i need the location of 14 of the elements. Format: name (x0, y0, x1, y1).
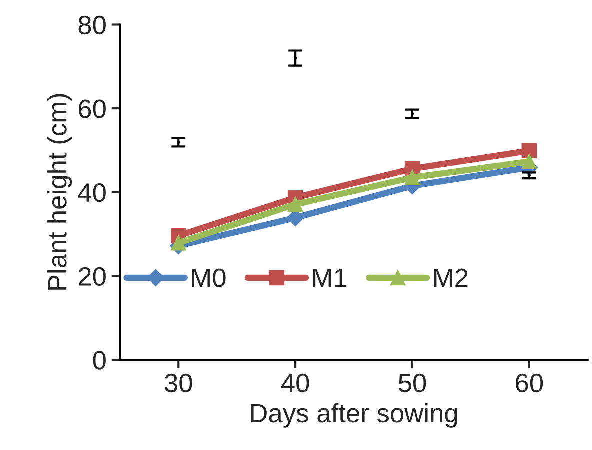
y-tick-label: 40 (78, 184, 106, 202)
y-tick-label: 60 (78, 100, 106, 118)
x-tick-label: 60 (516, 374, 544, 393)
x-axis-title: Days after sowing (251, 403, 458, 428)
legend-label: M1 (313, 269, 347, 288)
y-tick-label: 20 (78, 267, 106, 286)
y-tick-label: 80 (78, 16, 106, 35)
x-tick-label: 50 (398, 374, 426, 393)
legend-label: M2 (434, 268, 468, 288)
x-tick-label: 30 (164, 374, 192, 393)
y-tick-label: 0 (93, 351, 106, 370)
legend-label: M0 (192, 268, 226, 288)
x-tick-label: 40 (281, 374, 310, 393)
y-axis-title: Plant height (cm) (47, 94, 72, 290)
